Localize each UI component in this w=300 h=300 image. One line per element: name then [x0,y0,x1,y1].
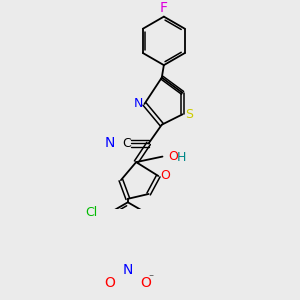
Text: O: O [160,169,170,182]
Text: F: F [160,1,168,15]
Text: H: H [176,151,186,164]
Text: Cl: Cl [85,206,97,219]
Text: C: C [122,137,131,150]
Text: N: N [134,98,144,110]
Text: O: O [140,276,151,290]
Text: O: O [104,276,115,290]
Text: O: O [169,150,178,163]
Text: S: S [185,108,194,121]
Text: ⁻: ⁻ [148,274,153,284]
Text: N: N [123,263,133,277]
Text: N: N [105,136,115,150]
